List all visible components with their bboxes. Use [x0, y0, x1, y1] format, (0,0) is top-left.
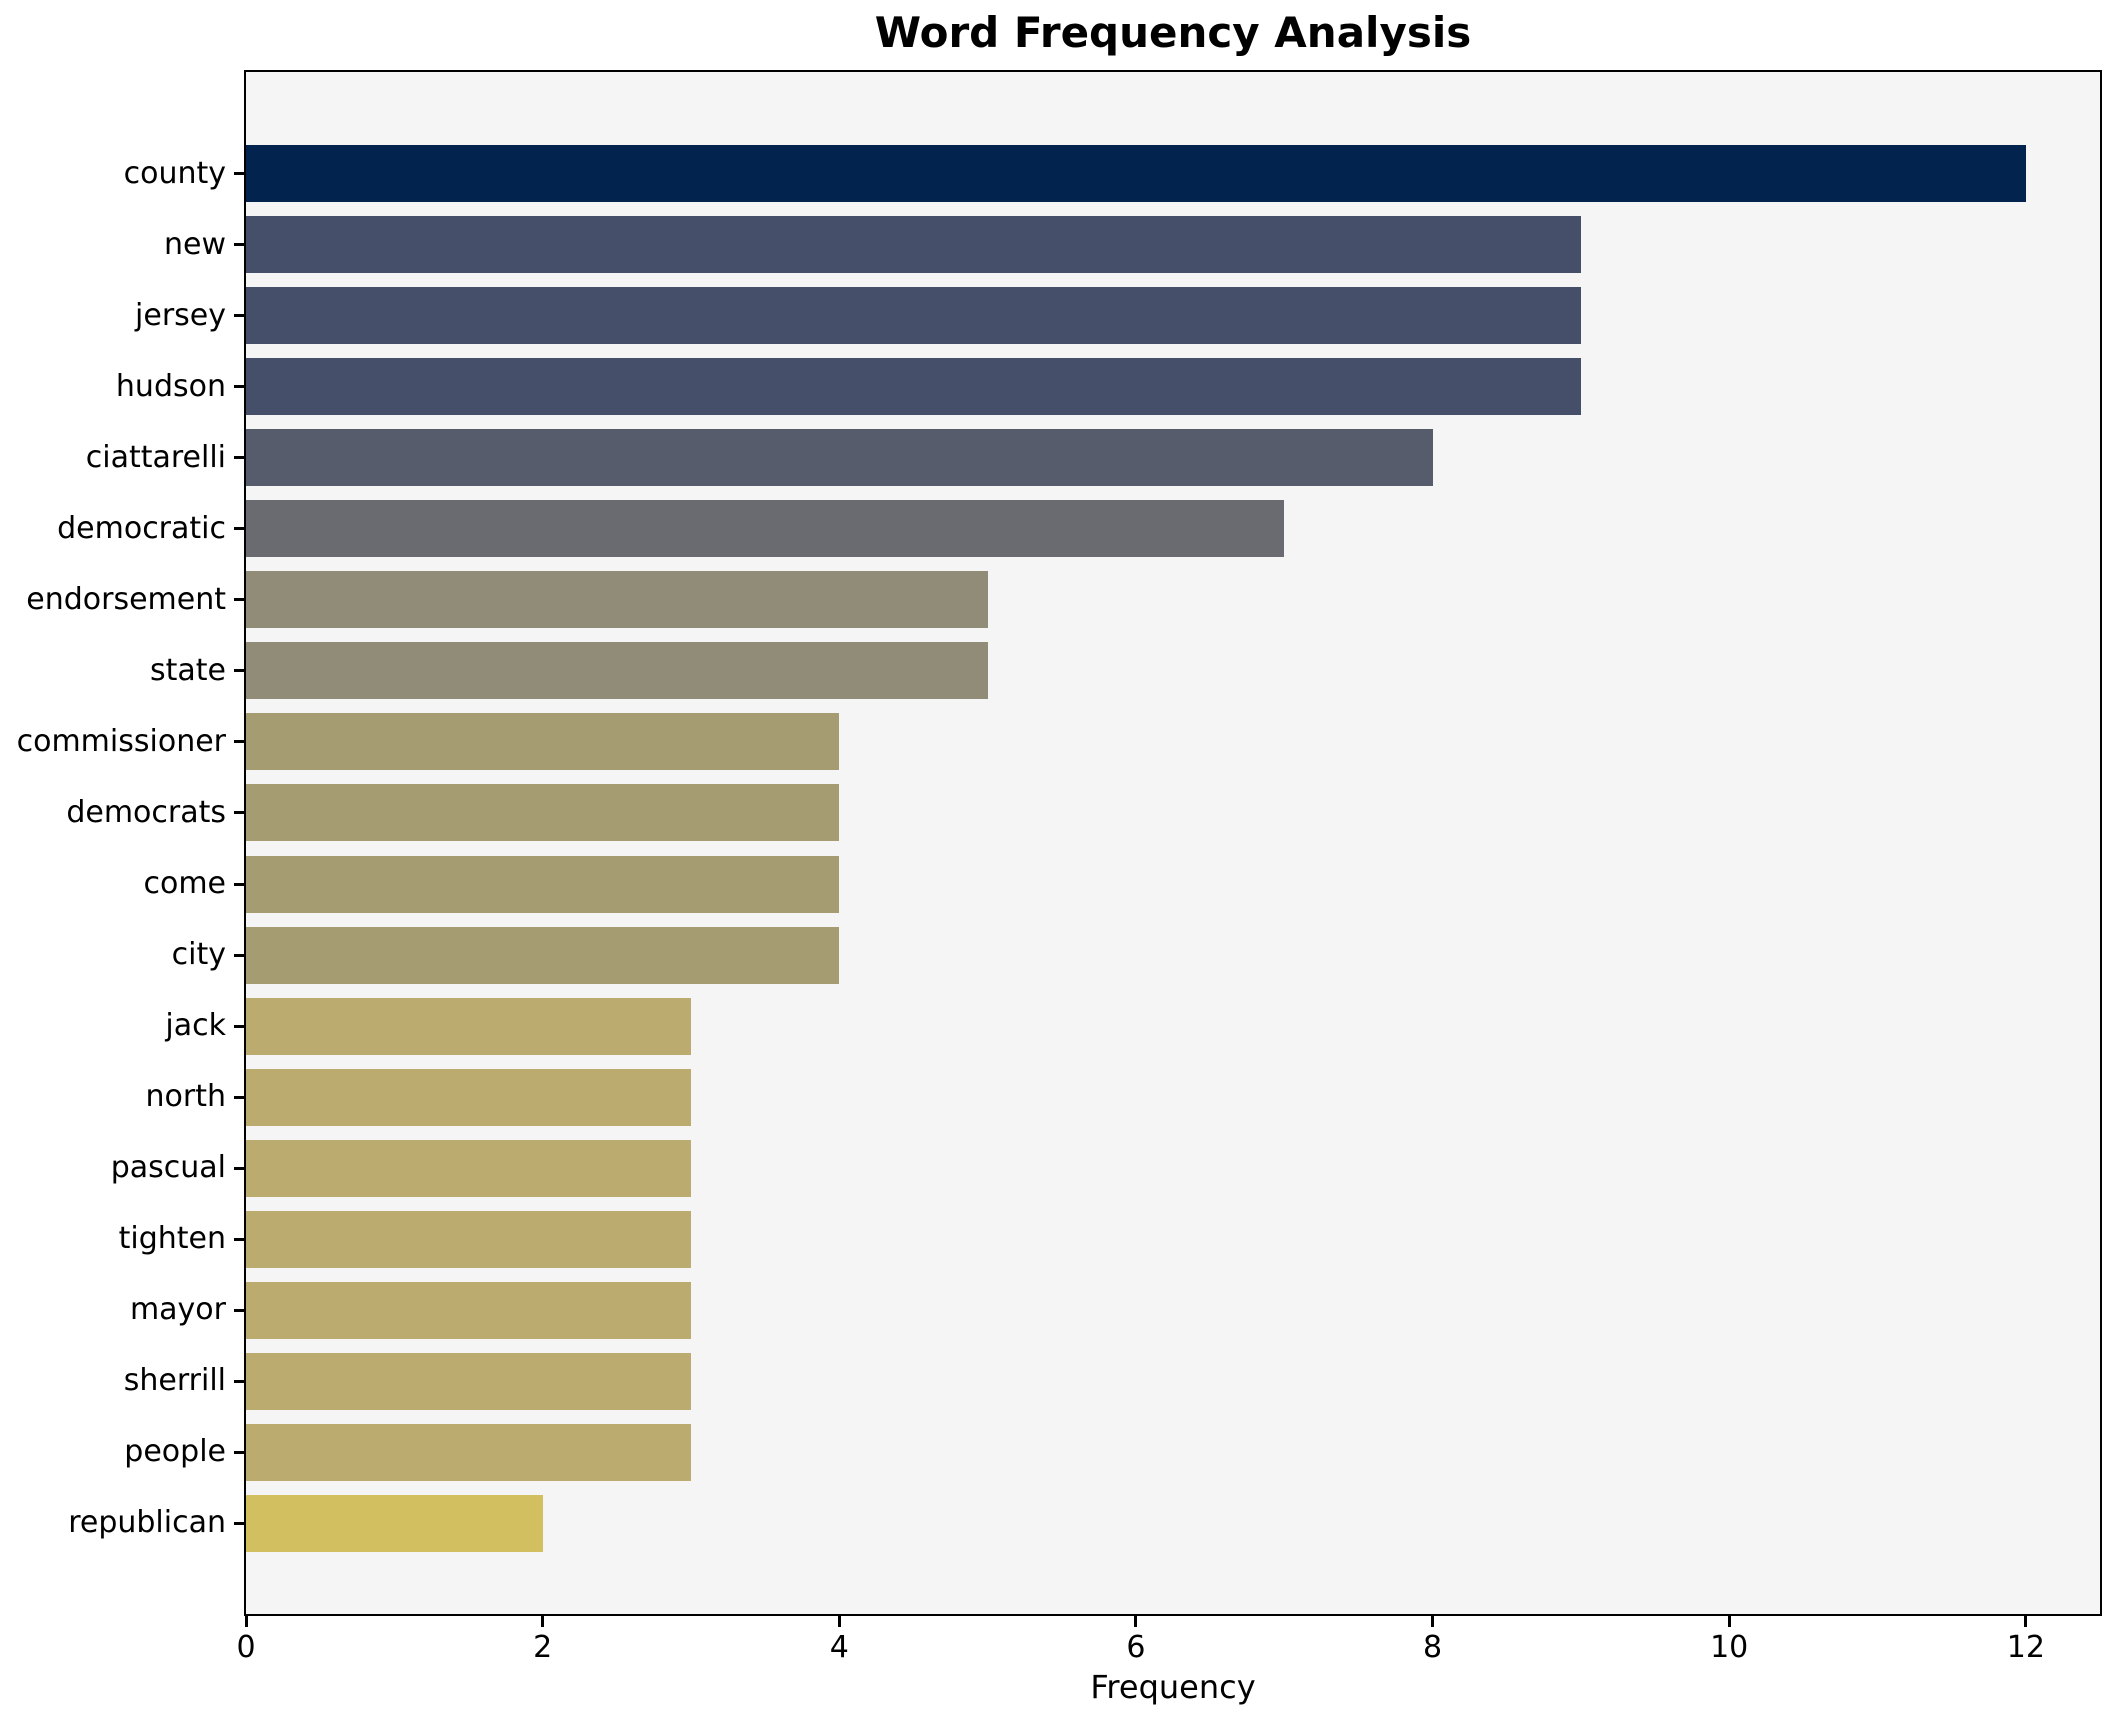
- y-tick-mark: [234, 1379, 246, 1383]
- bar-county: [246, 145, 2026, 203]
- y-tick-label-commissioner: commissioner: [16, 723, 226, 759]
- x-tick-label-8: 8: [1423, 1630, 1443, 1665]
- y-tick-label-jack: jack: [165, 1008, 226, 1044]
- y-tick-label-new: new: [163, 226, 226, 262]
- y-tick-mark: [234, 598, 246, 602]
- y-tick-label-north: north: [145, 1079, 226, 1115]
- bars-container: [246, 72, 2100, 1614]
- y-tick-label-tighten: tighten: [118, 1221, 226, 1257]
- bar-city: [246, 926, 840, 984]
- bar-north: [246, 1068, 691, 1126]
- y-tick-mark: [234, 527, 246, 531]
- y-tick-mark: [234, 314, 246, 318]
- y-tick-mark: [234, 243, 246, 247]
- y-tick-label-jersey: jersey: [135, 297, 226, 333]
- y-tick-label-ciattarelli: ciattarelli: [85, 439, 226, 475]
- y-tick-mark: [234, 1237, 246, 1241]
- bar-mayor: [246, 1281, 691, 1339]
- y-tick-mark: [234, 456, 246, 460]
- bar-pascual: [246, 1139, 691, 1197]
- chart-title: Word Frequency Analysis: [874, 8, 1472, 57]
- y-tick-mark: [234, 1450, 246, 1454]
- bar-hudson: [246, 358, 1581, 416]
- bar-democrats: [246, 784, 840, 842]
- bar-ciattarelli: [246, 429, 1433, 487]
- x-tick-label-0: 0: [236, 1630, 256, 1665]
- y-tick-label-democratic: democratic: [57, 510, 226, 546]
- bar-endorsement: [246, 571, 988, 629]
- y-tick-mark: [234, 740, 246, 744]
- bar-sherrill: [246, 1352, 691, 1410]
- y-tick-mark: [234, 1024, 246, 1028]
- x-tick-mark: [837, 1614, 841, 1627]
- y-tick-mark: [234, 811, 246, 815]
- bar-commissioner: [246, 713, 840, 771]
- y-tick-label-hudson: hudson: [115, 368, 226, 404]
- bar-people: [246, 1423, 691, 1481]
- bar-republican: [246, 1494, 543, 1552]
- bar-jersey: [246, 287, 1581, 345]
- y-tick-label-mayor: mayor: [129, 1292, 226, 1328]
- x-tick-mark: [1134, 1614, 1138, 1627]
- y-tick-label-pascual: pascual: [110, 1150, 226, 1186]
- bar-democratic: [246, 500, 1285, 558]
- x-tick-label-6: 6: [1126, 1630, 1146, 1665]
- bar-new: [246, 216, 1581, 274]
- x-tick-label-2: 2: [533, 1630, 553, 1665]
- bar-tighten: [246, 1210, 691, 1268]
- y-tick-label-sherrill: sherrill: [123, 1363, 226, 1399]
- x-tick-label-12: 12: [2006, 1630, 2045, 1665]
- y-tick-label-come: come: [143, 866, 226, 902]
- y-tick-label-people: people: [124, 1434, 226, 1470]
- bar-come: [246, 855, 840, 913]
- y-tick-label-city: city: [171, 937, 226, 973]
- y-tick-mark: [234, 882, 246, 886]
- x-tick-mark: [1727, 1614, 1731, 1627]
- y-tick-mark: [234, 669, 246, 673]
- bar-jack: [246, 997, 691, 1055]
- y-tick-label-republican: republican: [68, 1505, 226, 1541]
- y-tick-label-state: state: [150, 652, 226, 688]
- y-tick-mark: [234, 385, 246, 389]
- y-tick-mark: [234, 1166, 246, 1170]
- y-tick-mark: [234, 953, 246, 957]
- x-tick-label-10: 10: [1710, 1630, 1749, 1665]
- x-tick-mark: [244, 1614, 248, 1627]
- y-tick-mark: [234, 1521, 246, 1525]
- x-tick-mark: [2024, 1614, 2028, 1627]
- y-tick-mark: [234, 172, 246, 176]
- x-tick-mark: [541, 1614, 545, 1627]
- plot-area: [244, 70, 2102, 1616]
- y-tick-mark: [234, 1308, 246, 1312]
- y-tick-label-democrats: democrats: [66, 794, 226, 830]
- y-tick-label-endorsement: endorsement: [26, 581, 226, 617]
- x-tick-label-4: 4: [829, 1630, 849, 1665]
- y-tick-mark: [234, 1095, 246, 1099]
- x-axis-label: Frequency: [1090, 1668, 1256, 1706]
- y-tick-label-county: county: [123, 155, 226, 191]
- x-tick-mark: [1431, 1614, 1435, 1627]
- bar-state: [246, 642, 988, 700]
